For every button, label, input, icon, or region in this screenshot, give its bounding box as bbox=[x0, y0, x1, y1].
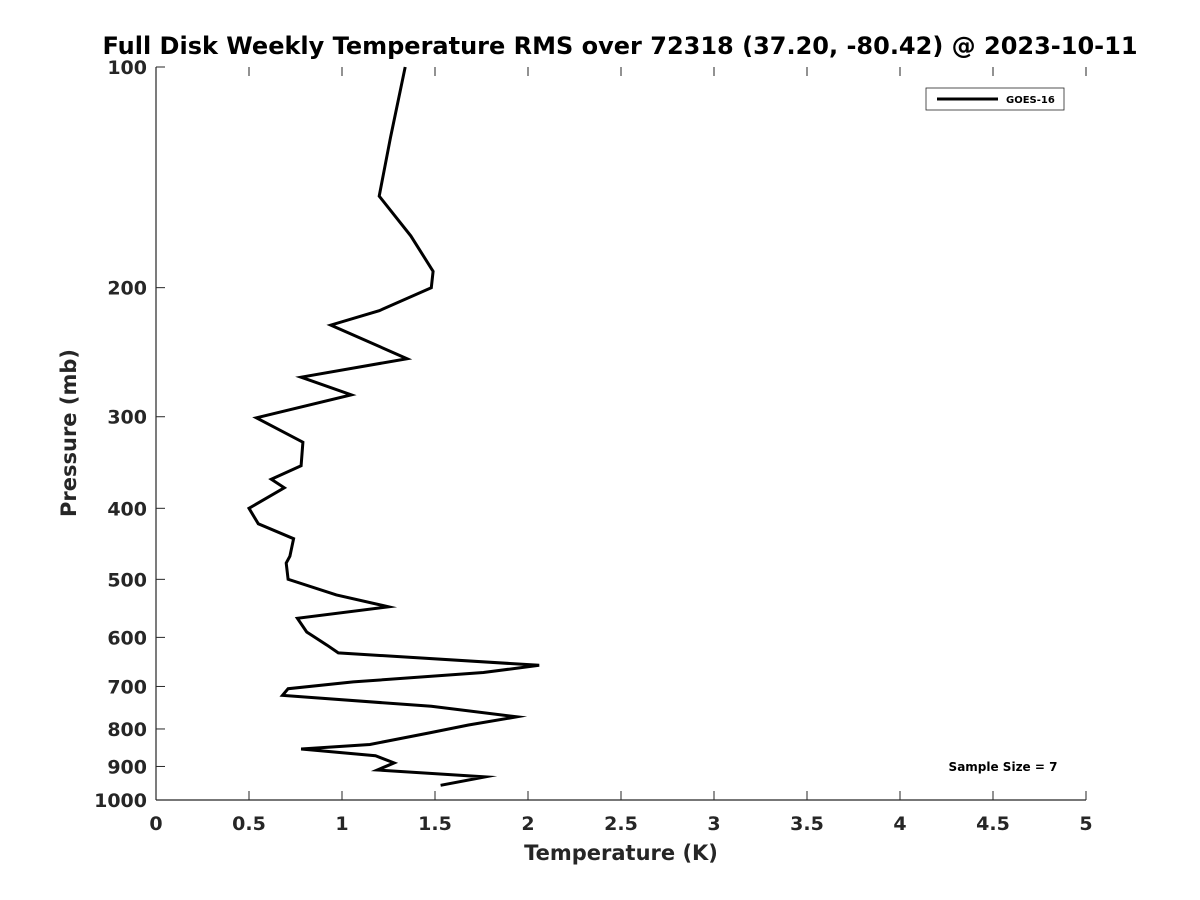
legend-label: GOES-16 bbox=[1006, 95, 1055, 106]
y-tick-label: 1000 bbox=[94, 790, 147, 812]
x-axis-label: Temperature (K) bbox=[524, 841, 718, 865]
ticks-layer: 0 0.5 1 1.5 2 2.5 3 3.5 4 4.5 5 100 200 300 400 500 600 7… bbox=[94, 57, 1093, 835]
x-tick-label: 2 bbox=[521, 813, 534, 835]
x-tick-label: 0 bbox=[149, 813, 162, 835]
series-layer bbox=[246, 66, 540, 787]
y-tick-label: 200 bbox=[107, 278, 147, 300]
x-tick-label: 4.5 bbox=[976, 813, 1010, 835]
y-tick-label: 100 bbox=[107, 57, 147, 79]
y-tick-label: 300 bbox=[107, 407, 147, 429]
y-tick-label: 500 bbox=[107, 569, 147, 591]
x-tick-label: 3.5 bbox=[790, 813, 824, 835]
y-tick-label: 900 bbox=[107, 756, 147, 778]
x-tick-label: 5 bbox=[1079, 813, 1092, 835]
sample-size-annotation: Sample Size = 7 bbox=[949, 760, 1058, 774]
legend: GOES-16 bbox=[925, 87, 1065, 111]
x-tick-label: 4 bbox=[893, 813, 906, 835]
plot-area bbox=[156, 67, 1086, 800]
x-tick-label: 1.5 bbox=[418, 813, 452, 835]
y-tick-label: 700 bbox=[107, 676, 147, 698]
x-tick-label: 3 bbox=[707, 813, 720, 835]
series-line-goes-16 bbox=[246, 66, 540, 787]
x-tick-label: 2.5 bbox=[604, 813, 638, 835]
y-axis-label: Pressure (mb) bbox=[57, 349, 81, 517]
chart-title: Full Disk Weekly Temperature RMS over 72… bbox=[102, 32, 1137, 60]
y-tick-label: 800 bbox=[107, 719, 147, 741]
y-tick-label: 600 bbox=[107, 627, 147, 649]
x-tick-label: 1 bbox=[335, 813, 348, 835]
x-tick-label: 0.5 bbox=[232, 813, 266, 835]
y-tick-label: 400 bbox=[107, 498, 147, 520]
